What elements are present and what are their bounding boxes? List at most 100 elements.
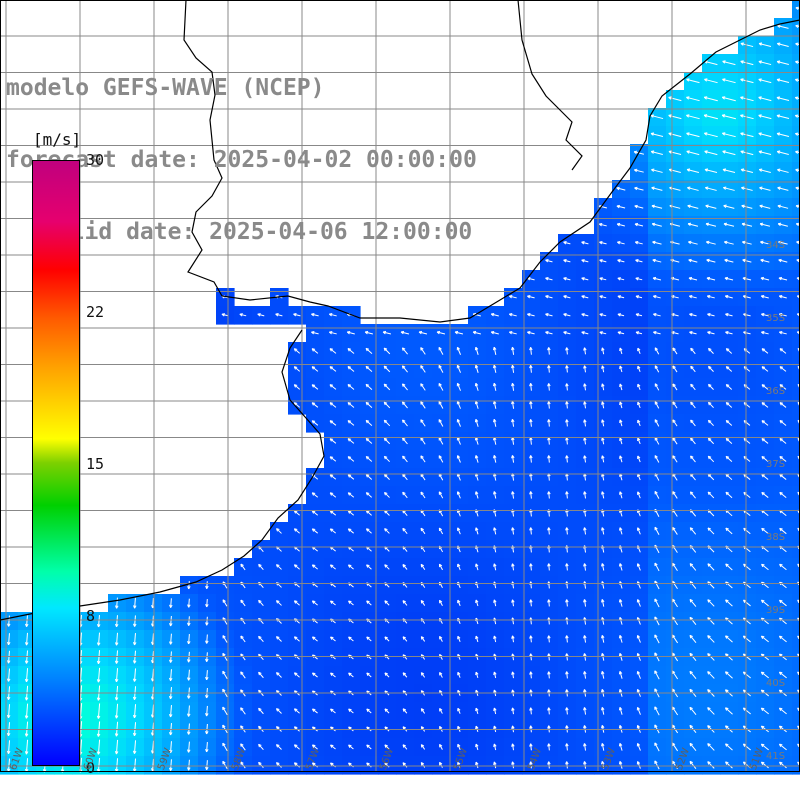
wind-speed-cell	[792, 126, 800, 145]
wind-arrow	[475, 527, 479, 535]
wind-arrow	[293, 313, 301, 317]
wind-arrow	[402, 564, 408, 570]
wind-arrow	[583, 491, 587, 499]
wind-arrow	[653, 312, 661, 317]
wind-arrow	[758, 168, 771, 173]
wind-arrow	[293, 384, 301, 390]
wind-arrow	[619, 365, 623, 373]
wind-arrow	[222, 670, 228, 680]
wind-arrow	[759, 222, 771, 227]
wind-arrow	[689, 670, 697, 680]
wind-arrow	[545, 295, 553, 299]
wind-arrow	[329, 492, 337, 498]
wind-arrow	[740, 96, 754, 102]
wind-arrow	[740, 78, 754, 84]
wind-arrow	[705, 222, 717, 227]
wind-arrow	[740, 168, 754, 173]
wind-arrow	[651, 204, 663, 209]
wind-arrow	[740, 132, 754, 138]
coastline-south	[0, 329, 325, 621]
wind-arrow	[347, 348, 355, 354]
wind-arrow	[563, 313, 571, 317]
wind-arrow	[493, 761, 497, 769]
wind-arrow	[617, 277, 625, 281]
wind-arrow	[707, 671, 715, 679]
wind-arrow	[529, 599, 533, 607]
wind-speed-cell	[792, 432, 800, 451]
wind-speed-cell	[792, 180, 800, 199]
wind-arrow	[601, 455, 605, 463]
wind-arrow	[776, 114, 790, 120]
wind-arrow	[329, 528, 337, 534]
wind-arrow	[725, 437, 733, 444]
wind-arrow	[348, 672, 354, 678]
wind-arrow	[758, 114, 772, 120]
wind-arrow	[438, 383, 444, 391]
wind-arrow	[420, 672, 426, 678]
wind-arrow	[439, 708, 443, 714]
wind-arrow	[689, 706, 697, 716]
wind-arrow	[383, 437, 391, 445]
title-model: modelo GEFS-WAVE (NCEP)	[6, 75, 325, 101]
wind-arrow	[565, 383, 569, 391]
wind-arrow	[707, 331, 715, 335]
colorbar-tick-15: 15	[86, 455, 105, 473]
wind-arrow	[637, 383, 641, 391]
wind-arrow	[329, 474, 337, 480]
wind-arrow	[511, 707, 515, 715]
wind-arrow	[456, 419, 461, 427]
wind-arrow	[601, 707, 605, 715]
wind-arrow	[239, 313, 247, 317]
wind-arrow	[401, 419, 408, 427]
wind-arrow	[581, 313, 589, 317]
wind-arrow	[689, 760, 697, 769]
wind-arrow	[636, 743, 641, 751]
latitude-label: 34S	[766, 240, 786, 251]
wind-speed-cell	[792, 396, 800, 415]
wind-arrow	[583, 401, 587, 409]
wind-arrow	[761, 384, 769, 390]
wind-arrow	[329, 402, 337, 408]
wind-arrow	[401, 401, 408, 409]
wind-arrow	[601, 671, 605, 679]
wind-arrow	[725, 384, 733, 390]
wind-arrow	[687, 222, 699, 227]
wind-arrow	[187, 705, 191, 717]
wind-speed-field	[0, 0, 800, 775]
wind-arrow	[795, 222, 800, 227]
wind-arrow	[563, 331, 571, 335]
wind-arrow	[384, 564, 390, 570]
wind-arrow	[654, 598, 660, 608]
wind-arrow	[311, 600, 318, 606]
wind-arrow	[511, 599, 515, 607]
wind-arrow	[401, 365, 408, 373]
wind-arrow	[492, 346, 497, 355]
coastline-interior	[517, 0, 583, 171]
wind-arrow	[275, 313, 283, 317]
wind-arrow	[778, 294, 787, 299]
wind-arrow	[654, 401, 660, 409]
wind-arrow	[583, 671, 587, 679]
wind-arrow	[169, 633, 173, 645]
wind-arrow	[707, 491, 715, 499]
wind-arrow	[619, 437, 623, 445]
wind-arrow	[761, 456, 769, 462]
wind-arrow	[474, 400, 479, 409]
latitude-label: 35S	[766, 313, 786, 324]
wind-arrow	[761, 420, 769, 426]
wind-arrow	[778, 240, 788, 245]
wind-arrow	[725, 455, 733, 463]
wind-arrow	[616, 204, 626, 209]
wind-arrow	[687, 186, 699, 191]
wind-arrow	[760, 294, 769, 299]
wind-arrow	[779, 402, 787, 408]
wind-arrow	[276, 528, 282, 534]
wind-arrow	[724, 240, 734, 245]
wind-arrow	[402, 491, 408, 499]
wind-arrow	[276, 564, 282, 570]
wind-arrow	[457, 707, 461, 714]
wind-arrow	[778, 258, 788, 263]
wind-arrow	[527, 294, 535, 299]
wind-arrow	[636, 706, 641, 715]
wind-arrow	[581, 331, 589, 335]
